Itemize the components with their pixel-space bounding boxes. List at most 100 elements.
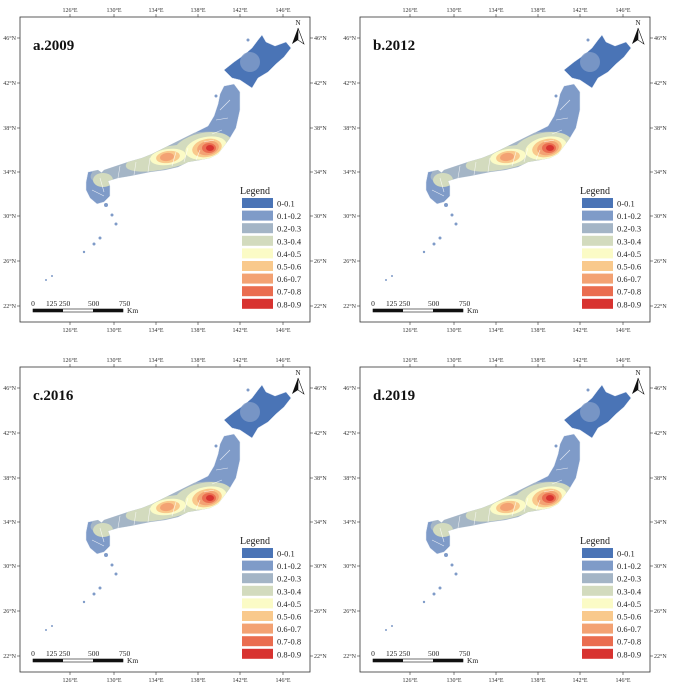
lon-label-bottom: 142°E <box>232 677 247 684</box>
boundary-line <box>203 139 215 143</box>
lat-label-right: 38°N <box>654 125 667 132</box>
island <box>92 592 96 596</box>
north-label: N <box>635 369 640 377</box>
legend-swatch <box>582 298 613 309</box>
lon-label-top: 146°E <box>615 7 630 14</box>
boundary-line <box>559 449 571 461</box>
lon-label-bottom: 142°E <box>232 327 247 334</box>
legend-label: 0.1-0.2 <box>277 211 301 221</box>
lat-label-left: 34°N <box>343 519 356 526</box>
boundary-line <box>147 507 151 523</box>
island <box>98 236 102 240</box>
legend-label: 0-0.1 <box>277 199 295 209</box>
island <box>110 563 114 567</box>
boundary-line <box>487 507 491 523</box>
island <box>586 38 590 42</box>
boundary-line <box>473 511 477 526</box>
island <box>104 203 108 207</box>
density-layer <box>90 131 233 187</box>
island <box>391 275 393 277</box>
boundary-line <box>551 129 563 135</box>
lon-label-top: 142°E <box>232 7 247 14</box>
island <box>214 444 218 448</box>
lat-label-left: 46°N <box>343 35 356 42</box>
boundary-line <box>195 149 201 161</box>
legend-swatch <box>242 611 273 621</box>
island <box>51 625 53 627</box>
legend-swatch <box>242 636 273 647</box>
density-zone <box>433 173 453 187</box>
lat-label-left: 26°N <box>3 608 16 615</box>
lat-label-right: 38°N <box>314 125 327 132</box>
lat-label-right: 30°N <box>314 563 327 570</box>
density-zone <box>546 495 554 501</box>
legend-swatch <box>582 648 613 659</box>
legend: Legend 0-0.1 0.1-0.2 0.2-0.3 0.3-0.4 0.4-0.5 0… <box>240 186 302 309</box>
density-zone <box>546 145 554 151</box>
legend-title: Legend <box>580 536 610 547</box>
scale-tick-label: 500 <box>88 299 100 308</box>
lon-label-top: 146°E <box>275 357 290 364</box>
lat-label-right: 26°N <box>654 258 667 265</box>
lat-label-left: 46°N <box>343 385 356 392</box>
island <box>422 250 426 254</box>
legend-swatch <box>242 585 273 596</box>
lon-label-bottom: 138°E <box>530 327 545 334</box>
boundary-line <box>183 147 189 163</box>
island <box>51 275 53 277</box>
lon-label-bottom: 130°E <box>446 677 461 684</box>
scale-segment <box>373 309 403 312</box>
lon-label-top: 130°E <box>446 7 461 14</box>
legend-label: 0-0.1 <box>617 199 635 209</box>
legend-label: 0.6-0.7 <box>617 274 641 284</box>
legend-label: 0.7-0.8 <box>277 637 301 647</box>
lon-label-bottom: 146°E <box>275 327 290 334</box>
prefecture-boundaries <box>431 99 571 197</box>
lat-label-left: 22°N <box>3 653 16 660</box>
legend-label: 0.4-0.5 <box>617 599 641 609</box>
lat-label-left: 22°N <box>3 303 16 310</box>
legend-label: 0.1-0.2 <box>277 561 301 571</box>
legend-label: 0.5-0.6 <box>277 262 301 272</box>
legend-title: Legend <box>240 536 270 547</box>
boundary-line <box>91 189 105 197</box>
boundary-line <box>543 139 555 143</box>
boundary-line <box>431 189 445 197</box>
boundary-line <box>219 99 231 111</box>
lat-label-left: 34°N <box>3 519 16 526</box>
legend-label: 0.3-0.4 <box>617 586 642 596</box>
lon-label-top: 126°E <box>62 7 77 14</box>
lon-label-bottom: 138°E <box>530 677 545 684</box>
hokkaido-hotspot <box>580 52 600 72</box>
north-label: N <box>295 19 300 27</box>
north-arrow-icon <box>632 377 645 395</box>
boundary-line <box>555 117 569 121</box>
lat-label-right: 34°N <box>654 519 667 526</box>
island <box>438 586 442 590</box>
lat-label-right: 22°N <box>654 653 667 660</box>
lon-label-top: 130°E <box>446 357 461 364</box>
scale-unit: Km <box>467 306 478 315</box>
island <box>114 222 118 226</box>
legend: Legend 0-0.1 0.1-0.2 0.2-0.3 0.3-0.4 0.4-0.5 0… <box>240 536 302 659</box>
island <box>554 94 558 98</box>
lat-label-left: 38°N <box>343 475 356 482</box>
legend-swatch <box>242 261 273 271</box>
lat-label-left: 26°N <box>343 258 356 265</box>
scale-tick-label: 250 <box>59 299 71 308</box>
lon-label-bottom: 138°E <box>190 677 205 684</box>
lon-label-top: 138°E <box>530 357 545 364</box>
boundary-line <box>439 527 445 543</box>
legend-swatch <box>242 548 273 558</box>
legend-swatch <box>582 636 613 647</box>
lat-label-right: 30°N <box>314 213 327 220</box>
panel-title: c.2016 <box>33 388 74 404</box>
legend-label: 0.3-0.4 <box>277 236 302 246</box>
scale-tick-label: 0 <box>31 299 35 308</box>
boundary-line <box>215 467 229 471</box>
island <box>422 600 426 604</box>
scale-segment <box>93 309 123 312</box>
legend-swatch <box>242 560 273 571</box>
